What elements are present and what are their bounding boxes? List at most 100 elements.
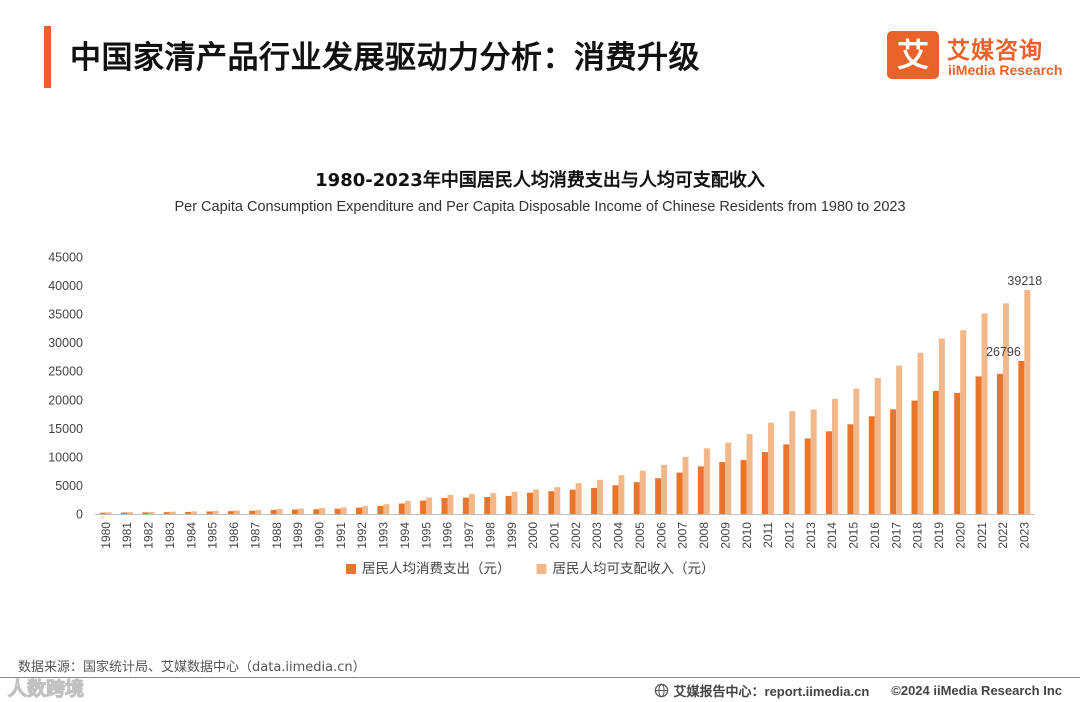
x-tick-label: 2013 (804, 522, 818, 549)
legend-swatch-consumption (346, 564, 356, 574)
consumption-bar (911, 400, 918, 514)
consumption-bar (185, 511, 192, 514)
x-tick-label: 2003 (590, 522, 604, 549)
consumption-bar (121, 512, 128, 514)
x-tick-label: 2006 (654, 522, 668, 549)
x-tick-label: 2002 (569, 522, 583, 549)
income-bar (682, 456, 689, 514)
consumption-bar (420, 500, 427, 514)
y-tick-label: 15000 (48, 422, 83, 436)
x-tick-label: 1981 (120, 522, 134, 549)
income-bar (490, 493, 497, 514)
income-bar (725, 442, 732, 514)
footer-report-center: 艾媒报告中心：report.iimedia.cn (654, 681, 870, 700)
income-bar (148, 511, 155, 514)
y-tick-label: 45000 (48, 251, 83, 265)
x-tick-label: 1990 (312, 522, 326, 549)
income-bar (575, 483, 582, 514)
income-bar (618, 475, 625, 514)
consumption-bar (655, 478, 662, 514)
consumption-bar (1018, 360, 1025, 514)
consumption-bar (142, 512, 149, 514)
consumption-bar (954, 392, 961, 514)
income-bar (789, 411, 796, 514)
consumption-bar (462, 497, 469, 514)
bar-chart: 0 5000 10000 15000 20000 25000 30000 35000 40000… (48, 251, 1042, 578)
income-bar (639, 470, 646, 514)
income-bar (383, 504, 390, 514)
income-bar (917, 352, 924, 514)
footer-divider (0, 677, 1080, 678)
legend-label: 居民人均可支配收入（元） (553, 561, 715, 577)
income-bar (874, 377, 881, 514)
data-label: 39218 (1007, 274, 1042, 288)
legend-swatch-income (536, 564, 547, 574)
income-bar (853, 388, 860, 514)
x-tick-label: 1994 (398, 522, 412, 549)
consumption-bar (99, 512, 106, 514)
consumption-bar (398, 503, 405, 514)
consumption-bar (548, 491, 555, 514)
x-tick-label: 2020 (953, 522, 967, 549)
income-bar (703, 448, 710, 514)
x-tick-label: 2016 (868, 522, 882, 549)
x-tick-label: 1998 (483, 522, 497, 549)
income-bar (832, 398, 839, 514)
consumption-bar (270, 509, 277, 514)
x-tick-label: 2010 (740, 522, 754, 549)
consumption-bar (975, 376, 982, 514)
consumption-bar (612, 485, 619, 514)
x-tick-label: 1996 (441, 522, 455, 549)
consumption-bar (377, 506, 384, 514)
consumption-bar (526, 492, 533, 514)
consumption-bar (163, 512, 170, 514)
x-tick-label: 2005 (633, 522, 647, 549)
y-tick-label: 25000 (48, 365, 83, 379)
logo-english-name: iiMedia Research (948, 62, 1063, 78)
consumption-bar (847, 424, 854, 514)
consumption-bar (633, 482, 640, 514)
consumption-bar (569, 489, 576, 514)
income-bar (938, 338, 945, 514)
income-bar (276, 509, 283, 514)
consumption-bar (996, 373, 1003, 514)
x-tick-label: 2014 (825, 522, 839, 549)
consumption-bar (356, 507, 363, 514)
income-bar (127, 512, 134, 514)
footer-copyright: ©2024 iiMedia Research Inc (891, 683, 1062, 698)
y-tick-label: 20000 (48, 393, 83, 407)
x-tick-label: 2012 (782, 522, 796, 549)
x-tick-label: 1992 (355, 522, 369, 549)
consumption-bar (890, 409, 897, 514)
x-tick-label: 2022 (996, 522, 1010, 549)
y-tick-label: 5000 (55, 479, 83, 493)
logo-mark: 艾 (887, 31, 939, 79)
income-bar (746, 434, 753, 514)
income-bar (233, 510, 240, 514)
income-bar (169, 511, 176, 514)
x-tick-label: 1986 (227, 522, 241, 549)
x-tick-label: 1988 (270, 522, 284, 549)
income-bar (468, 493, 475, 514)
consumption-bar (484, 497, 491, 514)
footer-report-link[interactable]: 艾媒报告中心：report.iimedia.cn (673, 684, 870, 699)
x-tick-label: 2021 (975, 522, 989, 549)
x-tick-label: 2018 (911, 522, 925, 549)
chart-title: 1980-2023年中国居民人均消费支出与人均可支配收入 (315, 170, 765, 191)
consumption-bar (313, 509, 320, 514)
consumption-bar (761, 452, 768, 514)
consumption-bar (719, 462, 726, 514)
x-tick-label: 2009 (718, 522, 732, 549)
consumption-bar (740, 460, 747, 514)
x-tick-label: 1989 (291, 522, 305, 549)
page-title: 中国家清产品行业发展驱动力分析：消费升级 (70, 40, 700, 76)
x-tick-label: 1995 (419, 522, 433, 549)
income-bar (1002, 303, 1009, 514)
income-bar (597, 479, 604, 514)
iimedia-logo: 艾 艾媒咨询 iiMedia Research (887, 31, 1062, 79)
globe-icon (654, 683, 668, 698)
consumption-bar (676, 472, 683, 514)
consumption-bar (932, 390, 939, 514)
x-tick-label: 2019 (932, 522, 946, 549)
y-tick-label: 30000 (48, 336, 83, 350)
